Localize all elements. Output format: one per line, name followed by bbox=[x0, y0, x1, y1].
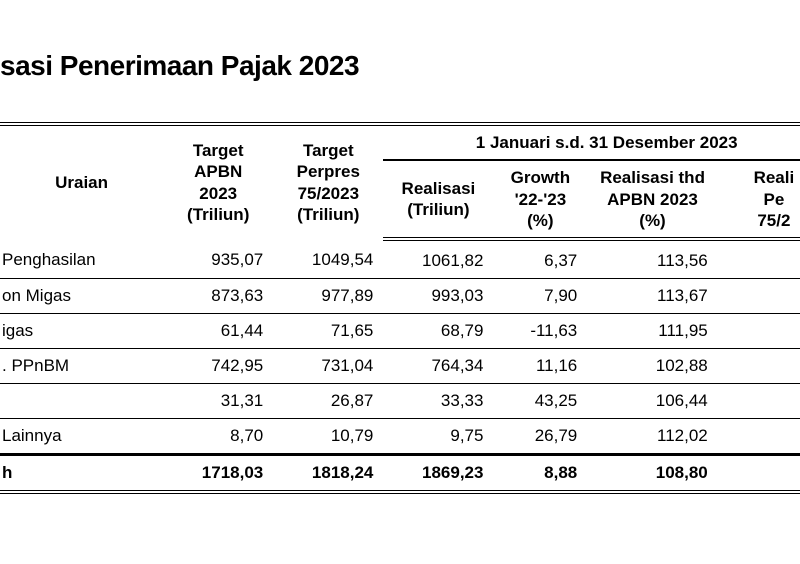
page-title: sasi Penerimaan Pajak 2023 bbox=[0, 50, 800, 82]
cell-thd-perpres bbox=[718, 419, 800, 455]
cell-perpres: 1049,54 bbox=[273, 239, 383, 279]
cell-thd-apbn: 112,02 bbox=[587, 419, 718, 455]
page: sasi Penerimaan Pajak 2023 Uraian Target… bbox=[0, 0, 800, 564]
cell-label: on Migas bbox=[0, 279, 163, 314]
cell-thd-perpres bbox=[718, 279, 800, 314]
cell-label: igas bbox=[0, 314, 163, 349]
cell-apbn: 1718,03 bbox=[163, 455, 273, 493]
cell-thd-apbn: 102,88 bbox=[587, 349, 718, 384]
col-header-uraian: Uraian bbox=[0, 124, 163, 239]
cell-perpres: 71,65 bbox=[273, 314, 383, 349]
cell-apbn: 31,31 bbox=[163, 384, 273, 419]
cell-thd-apbn: 113,56 bbox=[587, 239, 718, 279]
cell-thd-perpres bbox=[718, 384, 800, 419]
cell-growth: 26,79 bbox=[493, 419, 587, 455]
cell-realisasi: 33,33 bbox=[383, 384, 493, 419]
cell-apbn: 935,07 bbox=[163, 239, 273, 279]
cell-perpres: 10,79 bbox=[273, 419, 383, 455]
cell-label: h bbox=[0, 455, 163, 493]
cell-growth: 7,90 bbox=[493, 279, 587, 314]
cell-thd-perpres bbox=[718, 314, 800, 349]
col-header-thd-perpres: RealiPe75/2 bbox=[718, 160, 800, 239]
cell-thd-apbn: 113,67 bbox=[587, 279, 718, 314]
cell-apbn: 742,95 bbox=[163, 349, 273, 384]
cell-thd-perpres bbox=[718, 455, 800, 493]
cell-thd-apbn: 108,80 bbox=[587, 455, 718, 493]
cell-realisasi: 9,75 bbox=[383, 419, 493, 455]
table-row-total: h1718,031818,241869,238,88108,80 bbox=[0, 455, 800, 493]
col-header-thd-apbn: Realisasi thdAPBN 2023(%) bbox=[587, 160, 718, 239]
cell-realisasi: 993,03 bbox=[383, 279, 493, 314]
cell-perpres: 977,89 bbox=[273, 279, 383, 314]
col-header-spanner: 1 Januari s.d. 31 Desember 2023 bbox=[383, 124, 800, 160]
cell-apbn: 873,63 bbox=[163, 279, 273, 314]
cell-perpres: 26,87 bbox=[273, 384, 383, 419]
table-row: Lainnya8,7010,799,7526,79112,02 bbox=[0, 419, 800, 455]
cell-realisasi: 68,79 bbox=[383, 314, 493, 349]
cell-realisasi: 764,34 bbox=[383, 349, 493, 384]
table-row: on Migas873,63977,89993,037,90113,67 bbox=[0, 279, 800, 314]
cell-perpres: 1818,24 bbox=[273, 455, 383, 493]
col-header-growth: Growth'22-'23(%) bbox=[493, 160, 587, 239]
table-row: 31,3126,8733,3343,25106,44 bbox=[0, 384, 800, 419]
table-row: . PPnBM742,95731,04764,3411,16102,88 bbox=[0, 349, 800, 384]
cell-thd-apbn: 111,95 bbox=[587, 314, 718, 349]
cell-thd-perpres bbox=[718, 349, 800, 384]
cell-label: . PPnBM bbox=[0, 349, 163, 384]
table-row: Penghasilan935,071049,541061,826,37113,5… bbox=[0, 239, 800, 279]
col-header-perpres: TargetPerpres75/2023(Triliun) bbox=[273, 124, 383, 239]
cell-growth: 11,16 bbox=[493, 349, 587, 384]
cell-growth: -11,63 bbox=[493, 314, 587, 349]
tax-table: Uraian TargetAPBN2023(Triliun) TargetPer… bbox=[0, 122, 800, 494]
cell-thd-apbn: 106,44 bbox=[587, 384, 718, 419]
cell-growth: 6,37 bbox=[493, 239, 587, 279]
col-header-apbn: TargetAPBN2023(Triliun) bbox=[163, 124, 273, 239]
cell-label bbox=[0, 384, 163, 419]
cell-realisasi: 1869,23 bbox=[383, 455, 493, 493]
cell-thd-perpres bbox=[718, 239, 800, 279]
table-row: igas61,4471,6568,79-11,63111,95 bbox=[0, 314, 800, 349]
cell-realisasi: 1061,82 bbox=[383, 239, 493, 279]
cell-apbn: 61,44 bbox=[163, 314, 273, 349]
cell-apbn: 8,70 bbox=[163, 419, 273, 455]
cell-label: Penghasilan bbox=[0, 239, 163, 279]
cell-growth: 43,25 bbox=[493, 384, 587, 419]
cell-growth: 8,88 bbox=[493, 455, 587, 493]
table-body: Penghasilan935,071049,541061,826,37113,5… bbox=[0, 239, 800, 492]
col-header-realisasi: Realisasi(Triliun) bbox=[383, 160, 493, 239]
cell-label: Lainnya bbox=[0, 419, 163, 455]
cell-perpres: 731,04 bbox=[273, 349, 383, 384]
